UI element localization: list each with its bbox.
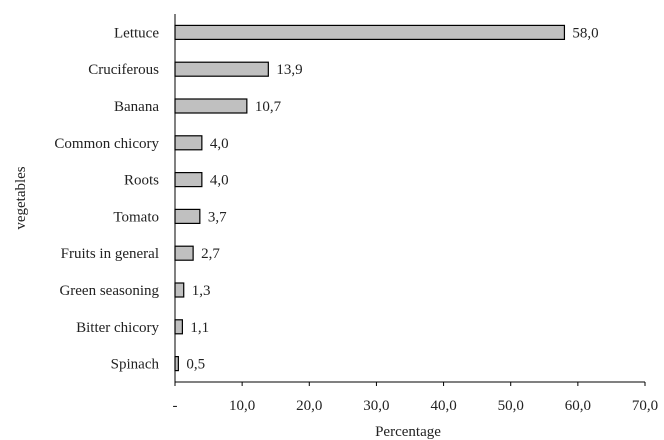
category-label: Fruits in general — [61, 246, 159, 262]
bar-cruciferous — [174, 61, 269, 77]
value-label: 1,1 — [190, 320, 209, 336]
value-label: 0,5 — [186, 357, 205, 373]
category-label: Green seasoning — [59, 283, 159, 299]
category-labels-group: Lettuce Cruciferous Banana Common chicory Ro… — [54, 25, 159, 372]
x-tick-label: 40,0 — [430, 398, 456, 414]
value-label: 58,0 — [572, 25, 598, 41]
x-axis-title: Percentage — [375, 424, 441, 440]
value-label: 4,0 — [210, 136, 229, 152]
x-tick-label: 10,0 — [229, 398, 255, 414]
category-label: Lettuce — [114, 25, 159, 41]
bar-banana — [174, 98, 248, 114]
value-labels-group: 58,0 13,9 10,7 4,0 4,0 3,7 2,7 1,3 1,1 0,5 — [186, 25, 598, 372]
category-label: Cruciferous — [88, 62, 159, 78]
x-tick-label: 70,0 — [632, 398, 658, 414]
x-tick-label: 50,0 — [498, 398, 524, 414]
x-tick-label: - — [173, 398, 178, 414]
bar-lettuce — [174, 24, 566, 40]
bars-group — [174, 24, 566, 372]
x-tick-label: 30,0 — [363, 398, 389, 414]
value-label: 4,0 — [210, 173, 229, 189]
x-tick-label: 60,0 — [565, 398, 591, 414]
bar-fruits-in-general — [174, 245, 194, 261]
category-label: Banana — [114, 99, 159, 115]
value-label: 3,7 — [208, 209, 227, 225]
category-label: Common chicory — [54, 136, 159, 152]
y-axis-title: vegetables — [13, 166, 29, 229]
x-tick-label: 20,0 — [296, 398, 322, 414]
bar-spinach — [174, 356, 179, 372]
category-label: Spinach — [111, 357, 160, 373]
category-label: Roots — [124, 173, 159, 189]
value-label: 13,9 — [276, 62, 302, 78]
category-label: Tomato — [113, 209, 159, 225]
bar-bitter-chicory — [174, 319, 183, 335]
value-label: 2,7 — [201, 246, 220, 262]
bar-common-chicory — [174, 135, 203, 151]
x-ticks-group: - 10,0 20,0 30,0 40,0 50,0 60,0 70,0 — [173, 382, 658, 414]
bar-green-seasoning — [174, 282, 185, 298]
category-label: Bitter chicory — [76, 320, 159, 336]
value-label: 10,7 — [255, 99, 282, 115]
value-label: 1,3 — [192, 283, 211, 299]
bar-roots — [174, 172, 203, 188]
bar-tomato — [174, 208, 201, 224]
